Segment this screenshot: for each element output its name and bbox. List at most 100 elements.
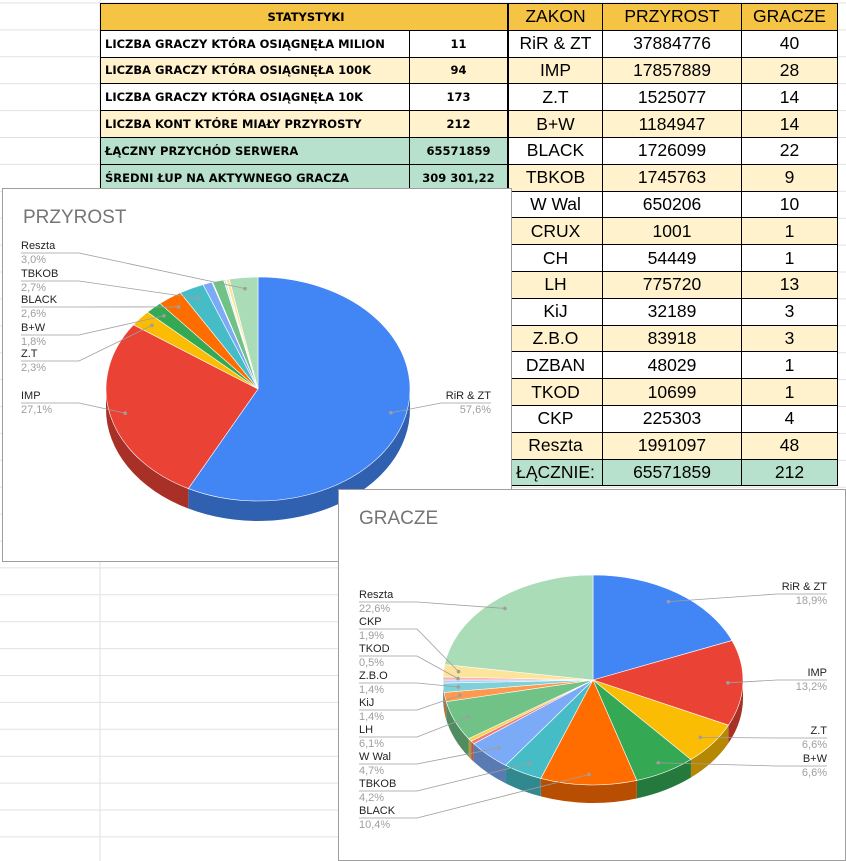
pie-sides: [106, 389, 410, 521]
clan-przyrost: 1745763: [602, 163, 742, 192]
clan-przyrost: 1726099: [602, 136, 742, 165]
slice-side-kij: [444, 692, 447, 720]
leader-dot: [466, 715, 471, 719]
leader-dot: [656, 760, 660, 765]
leader-line: [359, 716, 469, 738]
stats-label: LICZBA KONT KTÓRE MIAŁY PRZYROSTY: [100, 110, 410, 138]
slice-imp[interactable]: [105, 324, 259, 489]
slice-label: B+W: [21, 322, 46, 334]
slice-label: IMP: [807, 667, 827, 679]
clan-name: DZBAN: [508, 351, 603, 380]
clan-name: TKOD: [508, 378, 603, 406]
table-row: TKOD 10699 1: [508, 378, 838, 406]
slice-percent: 2,7%: [21, 282, 46, 294]
stats-label: ŁĄCZNY PRZYCHÓD SERWERA: [100, 136, 410, 165]
table-row: KiJ 32189 3: [508, 297, 838, 326]
gracze-chart[interactable]: GRACZE RiR & ZT 18,9% IMP 13,2% Z.T 6,6% B+W 6,…: [338, 489, 846, 861]
leader-line: [359, 774, 590, 819]
slice-percent: 6,6%: [802, 739, 827, 751]
leader-line: [21, 280, 199, 299]
total-clan-gracze: 212: [741, 458, 838, 487]
leader-dot: [527, 761, 532, 766]
table-row: Reszta 1991097 48: [508, 431, 838, 460]
leader-dot: [456, 676, 460, 681]
clan-name: IMP: [508, 56, 603, 85]
stats-value: 212: [409, 110, 508, 138]
slice-label: TBKOB: [21, 268, 58, 280]
slice-percent: 2,6%: [21, 308, 46, 320]
clan-name: CRUX: [508, 217, 603, 246]
leader-dot: [497, 746, 501, 750]
clan-przyrost: 1525077: [602, 83, 742, 112]
leader-line: [359, 601, 505, 609]
slice-label: RiR & ZT: [782, 581, 828, 593]
slice-label: Z.T: [21, 348, 38, 360]
clan-name: TBKOB: [508, 163, 603, 192]
slice-label: W Wal: [359, 751, 391, 763]
clan-name: Z.B.O: [508, 324, 603, 353]
clan-gracze: 40: [741, 29, 838, 58]
slice-side-crux: [471, 741, 474, 762]
leader-line: [359, 682, 459, 688]
slice-side-imp: [728, 680, 743, 744]
stats-row: LICZBA KONT KTÓRE MIAŁY PRZYROSTY 212: [100, 110, 508, 138]
col-header-przyrost: PRZYROST: [602, 3, 742, 31]
stats-value: 94: [409, 56, 508, 85]
slice-label: BLACK: [21, 294, 58, 306]
slice-label: CKP: [359, 616, 382, 628]
slice-label: TKOD: [359, 643, 390, 655]
pie-labels: RiR & ZT 18,9% IMP 13,2% Z.T 6,6% B+W 6,6% Reszt…: [359, 581, 828, 831]
slice-percent: 10,4%: [359, 819, 390, 831]
clan-przyrost: 10699: [602, 378, 742, 406]
leader-line: [668, 593, 827, 603]
clan-gracze: 9: [741, 163, 838, 192]
clan-gracze: 14: [741, 83, 838, 112]
slice-imp[interactable]: [591, 640, 744, 726]
clan-gracze: 1: [741, 244, 838, 272]
stats-table: STATYSTYKI LICZBA GRACZY KTÓRA OSIĄGNĘŁA…: [100, 3, 508, 192]
slice-side-lh: [446, 701, 469, 757]
clan-name: BLACK: [508, 136, 603, 165]
slice-rir-zt[interactable]: [592, 574, 733, 681]
leader-dot: [243, 286, 247, 291]
clan-przyrost: 1991097: [602, 431, 742, 460]
table-row: DZBAN 48029 1: [508, 351, 838, 380]
slice-black[interactable]: [540, 679, 638, 786]
leader-line: [21, 315, 165, 336]
slice-label: LH: [359, 724, 373, 736]
slice-label: RiR & ZT: [446, 390, 492, 402]
slice-rir-zt[interactable]: [187, 276, 411, 502]
leader-line: [700, 736, 827, 739]
col-header-zakon: ZAKON: [508, 3, 603, 31]
table-row: CRUX 1001 1: [508, 217, 838, 246]
clan-przyrost: 1001: [602, 217, 742, 246]
slice-percent: 4,2%: [359, 792, 384, 804]
col-header-gracze: GRACZE: [741, 3, 838, 31]
clan-name: RiR & ZT: [508, 29, 603, 58]
slice-label: Z.B.O: [359, 670, 388, 682]
stats-label: LICZBA GRACZY KTÓRA OSIĄGNĘŁA 10K: [100, 83, 410, 112]
slice-reszta[interactable]: [228, 276, 259, 390]
leader-dot: [456, 685, 461, 689]
slice-label: B+W: [803, 753, 828, 765]
leader-dot: [456, 669, 461, 674]
leader-line: [359, 628, 459, 672]
leader-line: [390, 402, 491, 414]
table-row: W Wal 650206 10: [508, 190, 838, 219]
chart-title: PRZYROST: [23, 207, 127, 228]
leader-dot: [587, 772, 591, 777]
clan-przyrost: 225303: [602, 404, 742, 433]
total-clan-name: ŁĄCZNIE:: [508, 458, 603, 487]
stats-row: LICZBA GRACZY KTÓRA OSIĄGNĘŁA 100K 94: [100, 56, 508, 85]
clan-gracze: 28: [741, 56, 838, 85]
leader-line: [359, 655, 459, 679]
table-row: Z.T 1525077 14: [508, 83, 838, 112]
slice-percent: 1,8%: [21, 336, 46, 348]
clan-gracze: 3: [741, 297, 838, 326]
leader-dot: [666, 599, 671, 604]
pie-top: [442, 574, 744, 786]
slice-reszta[interactable]: [444, 574, 594, 681]
stats-value: 11: [409, 29, 508, 58]
clan-przyrost: 775720: [602, 270, 742, 299]
total-row: ŁĄCZNIE: 65571859 212: [508, 458, 838, 487]
